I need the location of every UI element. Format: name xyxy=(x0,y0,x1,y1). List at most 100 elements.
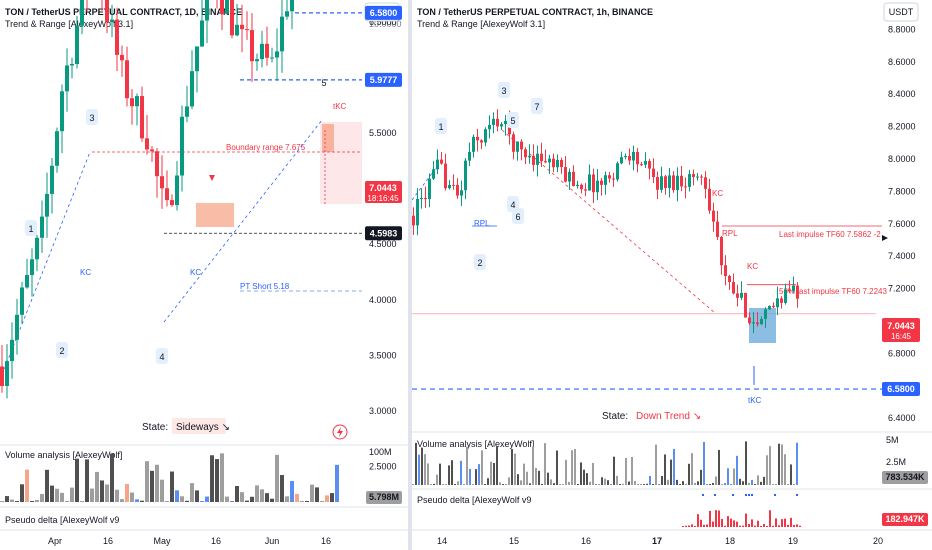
volume-bar xyxy=(715,476,717,485)
volume-bar xyxy=(709,484,711,485)
delta-bar xyxy=(769,510,771,527)
volume-bar xyxy=(275,454,279,502)
delta-marker xyxy=(714,494,716,496)
volume-bar xyxy=(769,446,771,485)
candle xyxy=(664,176,667,189)
volume-bar xyxy=(739,478,741,485)
right-chart[interactable]: 8.8000 8.6000 8.4000 8.2000 8.0000 7.8000 7.60… xyxy=(412,0,932,550)
volume-bar xyxy=(320,501,324,502)
time-tick: 20 xyxy=(873,536,883,546)
candle xyxy=(65,65,69,92)
delta-bar xyxy=(703,524,705,527)
candle xyxy=(788,289,791,291)
candle xyxy=(624,155,627,158)
candle xyxy=(255,59,259,62)
candle xyxy=(185,106,189,117)
delta-bar xyxy=(718,510,720,527)
lightning-icon-bolt xyxy=(337,427,343,437)
volume-bar xyxy=(50,485,54,502)
volume-bar xyxy=(120,499,124,502)
candle xyxy=(120,54,124,61)
volume-bar xyxy=(200,501,204,502)
candle xyxy=(524,149,527,158)
volume-bar xyxy=(505,484,507,485)
volume-bar xyxy=(472,484,474,485)
candle xyxy=(250,30,254,62)
candle xyxy=(40,216,44,238)
kc-label: KC xyxy=(80,268,91,277)
volume-bar xyxy=(568,481,570,485)
candle xyxy=(424,197,427,200)
candle xyxy=(660,176,663,190)
wave-label-bg xyxy=(498,82,510,98)
volume-bar xyxy=(190,483,194,502)
wave-label-bg xyxy=(507,112,519,128)
delta-marker xyxy=(774,494,776,496)
volume-bar xyxy=(436,474,438,485)
volume-bar xyxy=(35,500,39,502)
candle xyxy=(760,318,763,325)
delta-marker xyxy=(796,494,798,496)
volume-bar xyxy=(310,484,314,502)
candle xyxy=(190,71,194,107)
candle xyxy=(200,20,204,47)
candle xyxy=(456,184,459,196)
volume-bar xyxy=(185,500,189,502)
volume-bar xyxy=(487,478,489,485)
level-6-58-badge: 6.5800 xyxy=(887,384,915,394)
candle xyxy=(648,161,651,169)
volume-bar xyxy=(730,484,732,485)
candle xyxy=(195,46,199,72)
candle xyxy=(556,160,559,168)
wave-label: 5 xyxy=(510,116,515,126)
volume-bar xyxy=(718,449,720,485)
volume-bar xyxy=(664,454,666,485)
volume-bar xyxy=(760,481,762,485)
state-value: Sideways ↘ xyxy=(176,422,230,433)
delta-bar xyxy=(784,518,786,527)
volume-bar xyxy=(80,501,84,502)
price-tick: 2.5000 xyxy=(369,462,397,472)
wave-label: 3 xyxy=(501,86,506,96)
candle xyxy=(245,29,249,31)
candle xyxy=(155,151,159,177)
time-tick: 16 xyxy=(321,536,331,546)
candle xyxy=(532,155,535,165)
candle xyxy=(752,322,755,324)
volume-bar xyxy=(499,482,501,485)
candle xyxy=(500,124,503,127)
delta-badge-bg xyxy=(882,513,928,526)
volume-bar xyxy=(454,484,456,485)
volume-bar xyxy=(628,481,630,485)
volume-bar xyxy=(300,501,304,502)
volume-bar xyxy=(110,453,114,502)
volume-bar xyxy=(30,501,34,502)
level-4-59-badge: 4.5983 xyxy=(370,228,398,238)
indicator-title: Trend & Range [AlexeyWolf 3.1] xyxy=(5,19,133,29)
candle xyxy=(744,292,747,318)
price-tick: 7.2000 xyxy=(888,284,916,294)
volume-bar xyxy=(667,479,669,485)
candle xyxy=(552,158,555,168)
candle xyxy=(444,163,447,189)
volume-bar xyxy=(160,479,164,502)
candle xyxy=(700,176,703,178)
volume-bar xyxy=(427,463,429,485)
pane-divider[interactable] xyxy=(408,0,412,550)
candle xyxy=(130,98,134,107)
delta-bar xyxy=(724,525,726,527)
candle xyxy=(772,305,775,308)
candle xyxy=(412,215,415,226)
candle xyxy=(580,184,583,190)
left-chart[interactable]: 10.00009.50009.00008.50008.00007.50007.0… xyxy=(0,0,408,550)
candle xyxy=(688,174,691,187)
delta-bar xyxy=(697,514,699,527)
volume-bar xyxy=(721,484,723,485)
downtrend-line xyxy=(501,129,716,314)
volume-bar xyxy=(706,484,708,485)
candle xyxy=(616,163,619,180)
delta-label: Pseudo delta [AlexeyWolf v9 xyxy=(5,515,119,525)
countdown: 18:16:45 xyxy=(367,194,399,203)
candle xyxy=(230,0,234,36)
